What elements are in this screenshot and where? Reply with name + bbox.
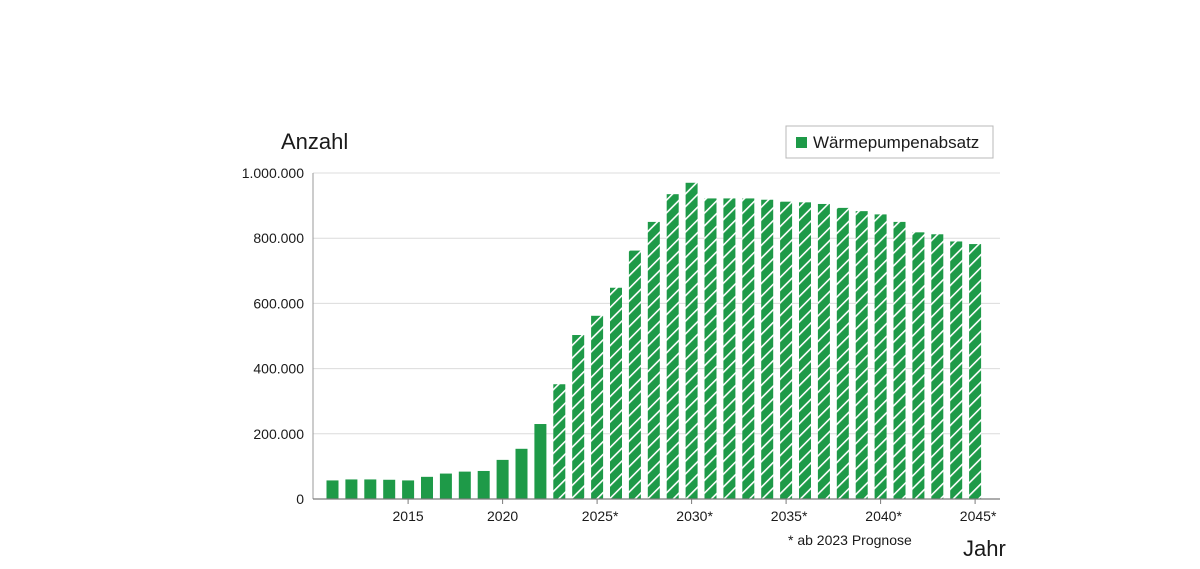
bar	[969, 244, 982, 499]
bar	[458, 471, 471, 499]
bar	[704, 198, 717, 500]
legend-label: Wärmepumpenabsatz	[813, 133, 979, 152]
bar	[591, 315, 604, 499]
bar	[761, 199, 774, 499]
bar	[836, 207, 849, 499]
bar	[534, 424, 547, 499]
bar	[931, 234, 944, 499]
y-axis-title: Anzahl	[281, 129, 348, 154]
bar	[477, 470, 490, 499]
bar	[666, 194, 679, 499]
x-tick-label: 2030*	[676, 508, 713, 524]
legend-box	[785, 125, 994, 159]
bar	[874, 214, 887, 500]
bar	[402, 480, 415, 499]
bar	[572, 335, 585, 499]
bar	[647, 221, 660, 499]
y-tick-label: 600.000	[253, 295, 304, 311]
bar	[553, 384, 566, 499]
x-tick-label: 2045*	[960, 508, 997, 524]
bar	[912, 232, 925, 499]
y-tick-label: 200.000	[253, 426, 304, 442]
legend-swatch	[796, 137, 807, 148]
bar	[723, 198, 736, 500]
bar	[421, 476, 433, 499]
bar	[439, 473, 452, 499]
bar	[855, 211, 868, 499]
bar	[893, 221, 906, 499]
y-tick-label: 800.000	[253, 230, 304, 246]
y-tick-label: 1.000.000	[242, 165, 304, 181]
bar	[345, 479, 358, 499]
y-tick-label: 400.000	[253, 361, 304, 377]
x-tick-label: 2015	[393, 508, 424, 524]
x-tick-labels: 2015 2020 2025* 2030* 2035* 2040* 2045*	[393, 499, 997, 524]
legend: Wärmepumpenabsatz	[785, 125, 994, 159]
bar	[799, 202, 811, 499]
bar	[742, 198, 755, 500]
bar	[515, 448, 528, 499]
x-tick-label: 2035*	[771, 508, 808, 524]
bar	[817, 203, 830, 499]
bar	[628, 250, 641, 499]
bar	[950, 241, 963, 499]
bar	[780, 201, 793, 500]
bar	[496, 459, 509, 499]
axes	[312, 173, 1000, 500]
bars	[326, 182, 982, 500]
bar	[326, 480, 339, 499]
x-tick-label: 2025*	[582, 508, 619, 524]
bar	[383, 479, 396, 499]
bar	[610, 287, 622, 499]
y-tick-labels: 0 200.000 400.000 600.000 800.000 1.000.000	[242, 165, 305, 507]
bar	[364, 479, 377, 499]
x-axis-title: Jahr	[963, 536, 1006, 561]
y-tick-label: 0	[296, 491, 304, 507]
bar	[685, 182, 698, 499]
forecast-note: * ab 2023 Prognose	[788, 532, 912, 548]
x-tick-label: 2020	[487, 508, 518, 524]
x-tick-label: 2040*	[865, 508, 902, 524]
